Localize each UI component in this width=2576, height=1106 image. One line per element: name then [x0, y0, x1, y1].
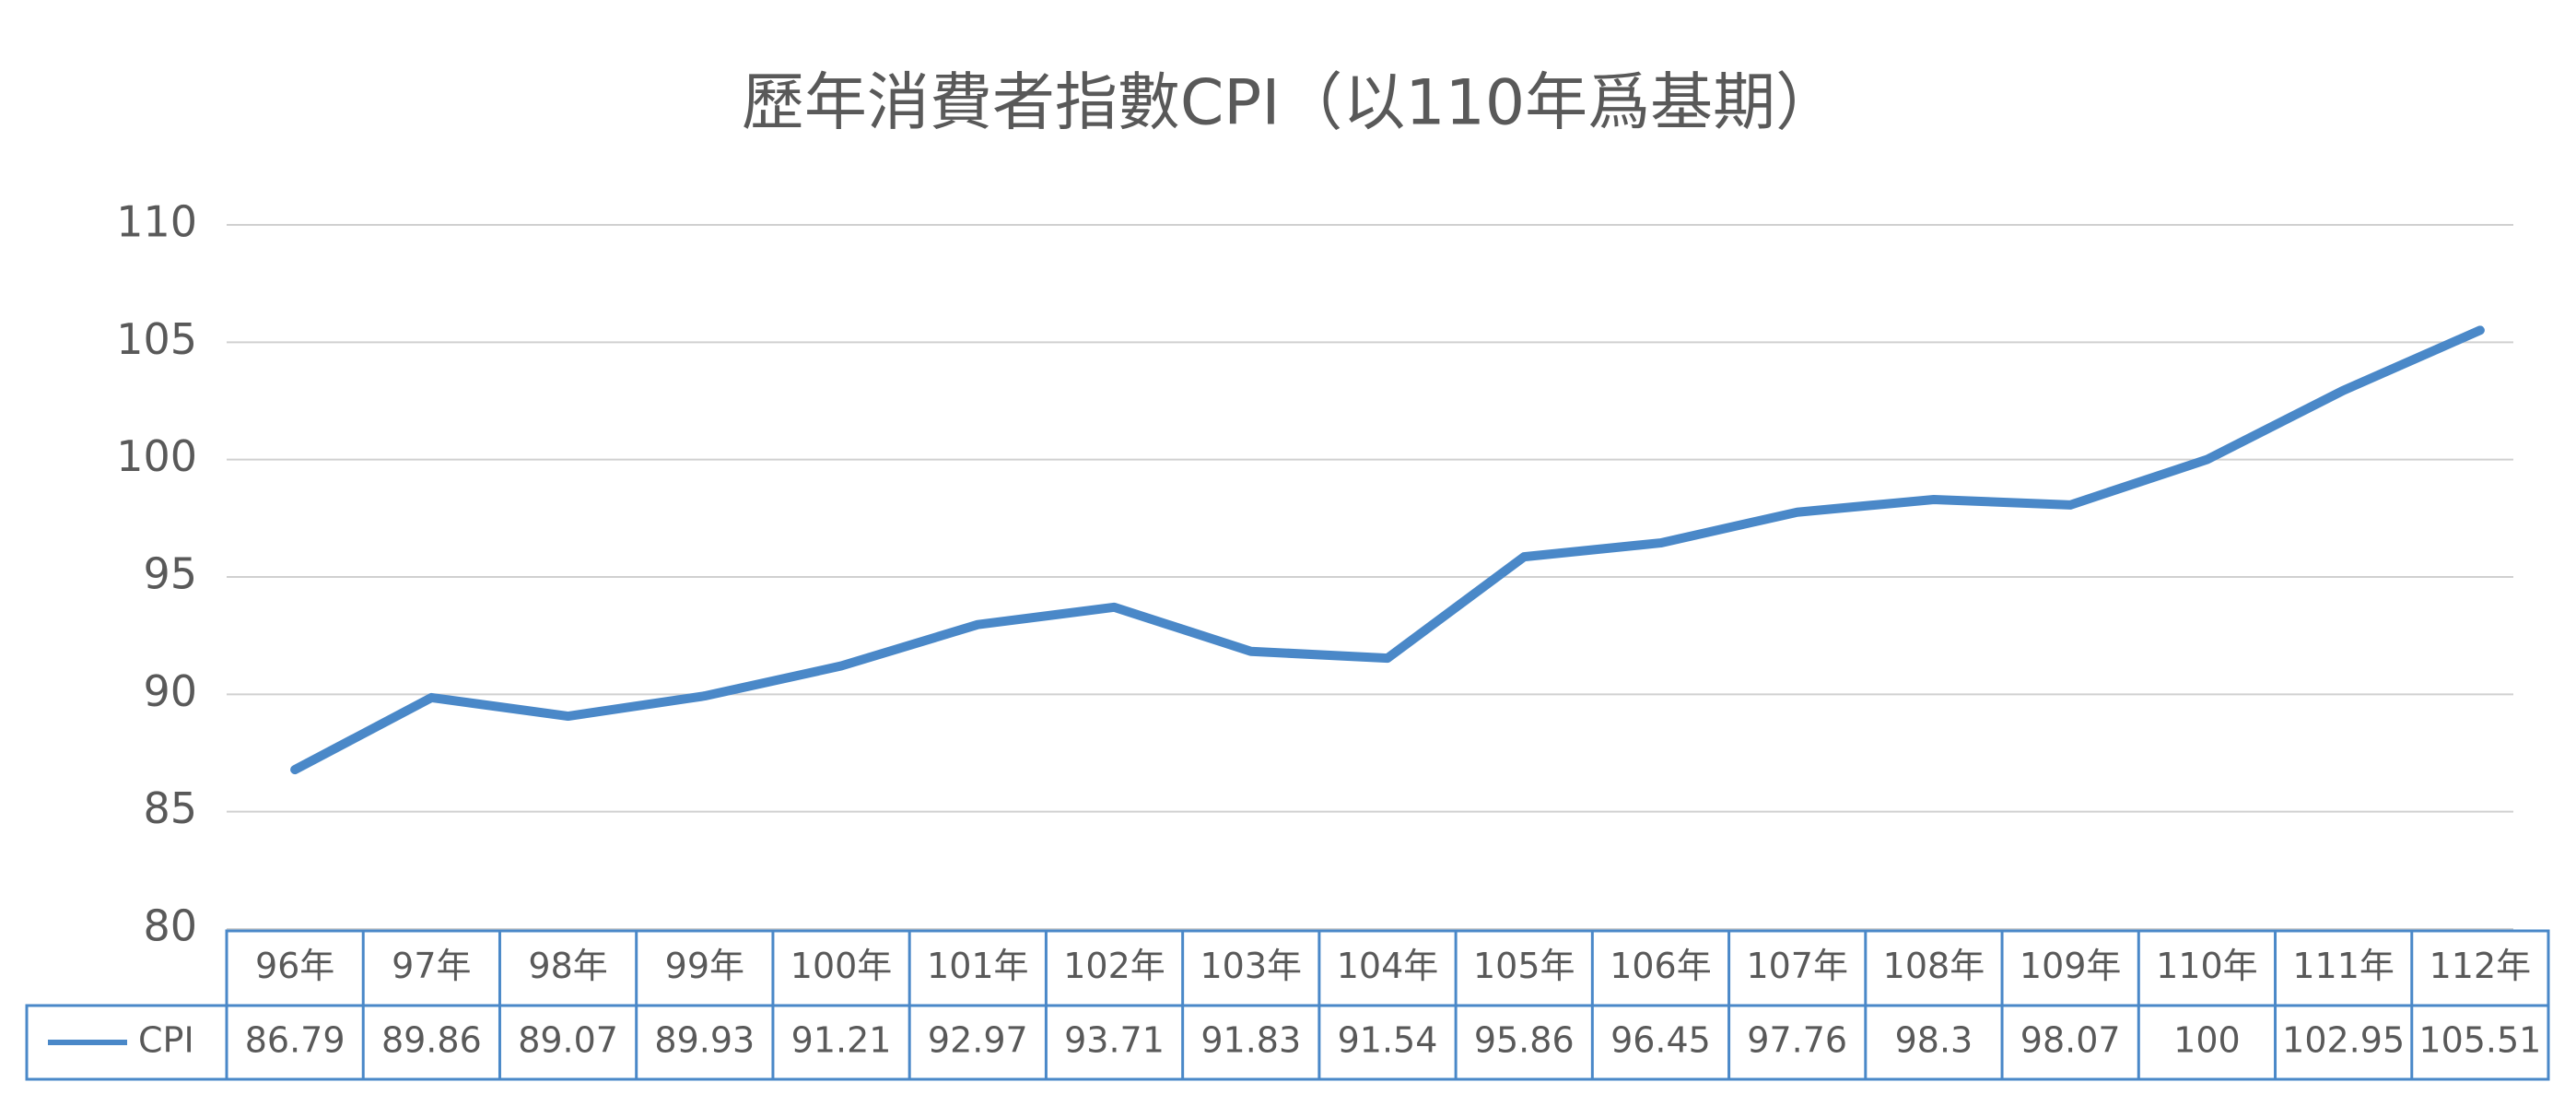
- table-value: 96.45: [1610, 1020, 1711, 1061]
- x-tick-label: 109年: [2020, 946, 2122, 986]
- table-value: 91.83: [1200, 1020, 1301, 1061]
- x-tick-label: 106年: [1610, 946, 1712, 986]
- x-tick-label: 110年: [2156, 946, 2258, 986]
- table-value: 98.3: [1895, 1020, 1973, 1061]
- x-tick-label: 98年: [528, 946, 607, 986]
- chart-title: 歷年消費者指數CPI（以110年爲基期）: [742, 67, 1838, 140]
- table-value: 97.76: [1747, 1020, 1847, 1061]
- x-tick-label: 107年: [1746, 946, 1848, 986]
- table-value: 89.93: [654, 1020, 755, 1061]
- x-tick-label: 102年: [1063, 946, 1165, 986]
- x-tick-label: 99年: [665, 946, 744, 986]
- table-value: 105.51: [2418, 1020, 2541, 1061]
- table-value: 93.71: [1064, 1020, 1165, 1061]
- y-tick-label: 95: [143, 549, 197, 599]
- table-value: 100: [2173, 1020, 2241, 1061]
- table-value: 95.86: [1474, 1020, 1575, 1061]
- line-series: [290, 325, 2485, 775]
- table-value: 98.07: [2020, 1020, 2121, 1061]
- x-tick-label: 108年: [1883, 946, 1985, 986]
- table-value: 89.07: [518, 1020, 618, 1061]
- table-value: 89.86: [381, 1020, 482, 1061]
- y-tick-label: 100: [116, 431, 197, 481]
- table-value: 91.54: [1338, 1020, 1438, 1061]
- x-tick-label: 100年: [790, 946, 893, 986]
- x-tick-label: 96年: [255, 946, 334, 986]
- y-tick-label: 105: [116, 314, 197, 364]
- x-tick-label: 103年: [1200, 946, 1302, 986]
- table-value: 91.21: [791, 1020, 892, 1061]
- table-value: 92.97: [928, 1020, 1028, 1061]
- table-value: 102.95: [2282, 1020, 2405, 1061]
- x-tick-label: 104年: [1337, 946, 1439, 986]
- y-tick-label: 85: [143, 783, 197, 833]
- x-tick-label: 112年: [2430, 946, 2532, 986]
- x-tick-label: 111年: [2292, 946, 2395, 986]
- y-tick-label: 80: [143, 901, 197, 951]
- table-border: [25, 1004, 2550, 1081]
- legend-label: CPI: [138, 1020, 194, 1061]
- table-value: 86.79: [245, 1020, 345, 1061]
- y-tick-label: 110: [116, 197, 197, 247]
- x-tick-label: 101年: [927, 946, 1029, 986]
- x-tick-label: 105年: [1473, 946, 1575, 986]
- x-tick-label: 97年: [392, 946, 471, 986]
- y-tick-label: 90: [143, 666, 197, 716]
